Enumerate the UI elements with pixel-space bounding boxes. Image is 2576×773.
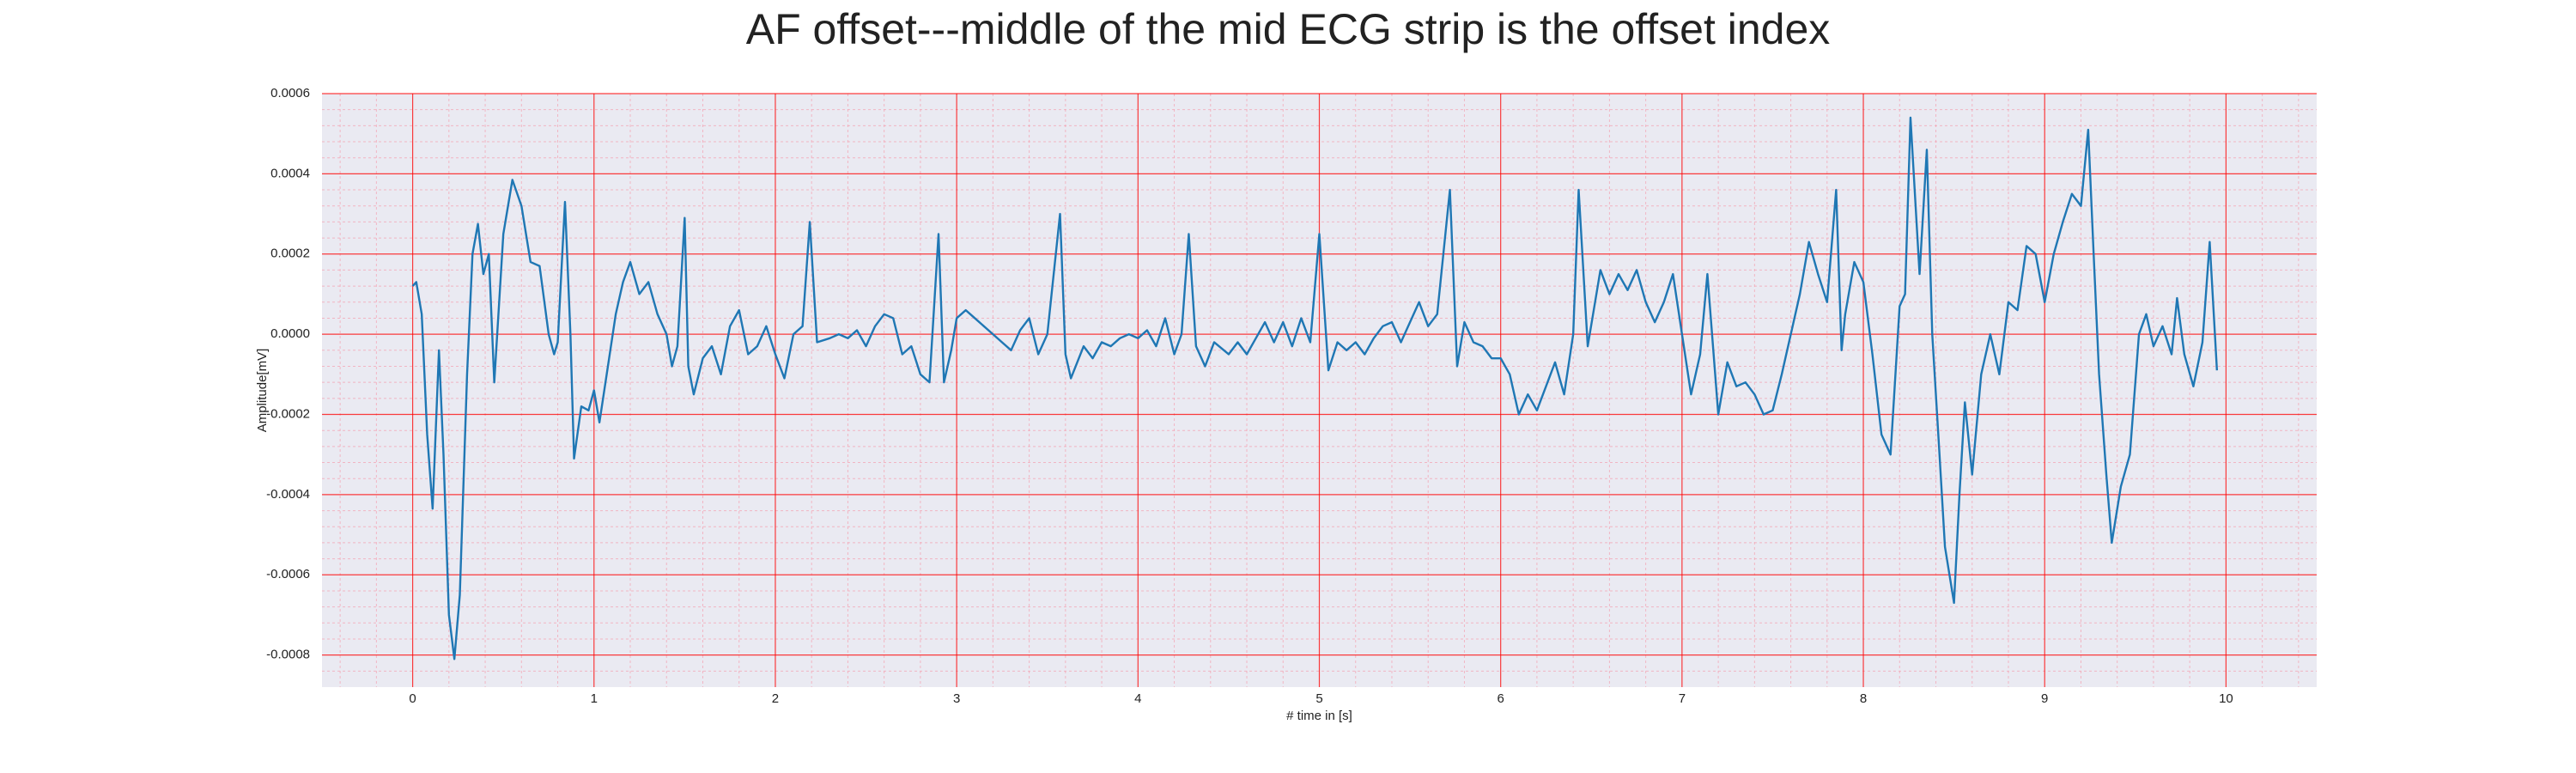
x-tick-label: 1: [591, 691, 598, 706]
y-tick-label: -0.0008: [266, 648, 310, 662]
ecg-line: [411, 116, 2219, 660]
x-tick-label: 2: [772, 691, 779, 706]
x-tick-label: 7: [1679, 691, 1686, 706]
x-tick-label: 6: [1498, 691, 1504, 706]
x-tick-label: 4: [1134, 691, 1141, 706]
y-tick-label: -0.0002: [266, 406, 310, 421]
x-tick-label: 0: [409, 691, 416, 706]
x-tick-label: 10: [2219, 691, 2233, 706]
x-tick-label: 3: [953, 691, 960, 706]
y-tick-label: -0.0006: [266, 567, 310, 581]
y-tick-label: -0.0004: [266, 487, 310, 502]
x-axis-label: # time in [s]: [1286, 709, 1352, 723]
x-tick-label: 8: [1860, 691, 1867, 706]
x-tick-label: 9: [2041, 691, 2048, 706]
chart-title: AF offset---middle of the mid ECG strip …: [746, 5, 1831, 53]
y-tick-label: 0.0002: [270, 247, 310, 261]
y-tick-label: 0.0004: [270, 166, 310, 180]
y-tick-label: 0.0006: [270, 86, 310, 100]
y-tick-label: 0.0000: [270, 326, 310, 341]
y-axis-label: Amplitude[mV]: [255, 349, 270, 433]
x-tick-label: 5: [1315, 691, 1322, 706]
